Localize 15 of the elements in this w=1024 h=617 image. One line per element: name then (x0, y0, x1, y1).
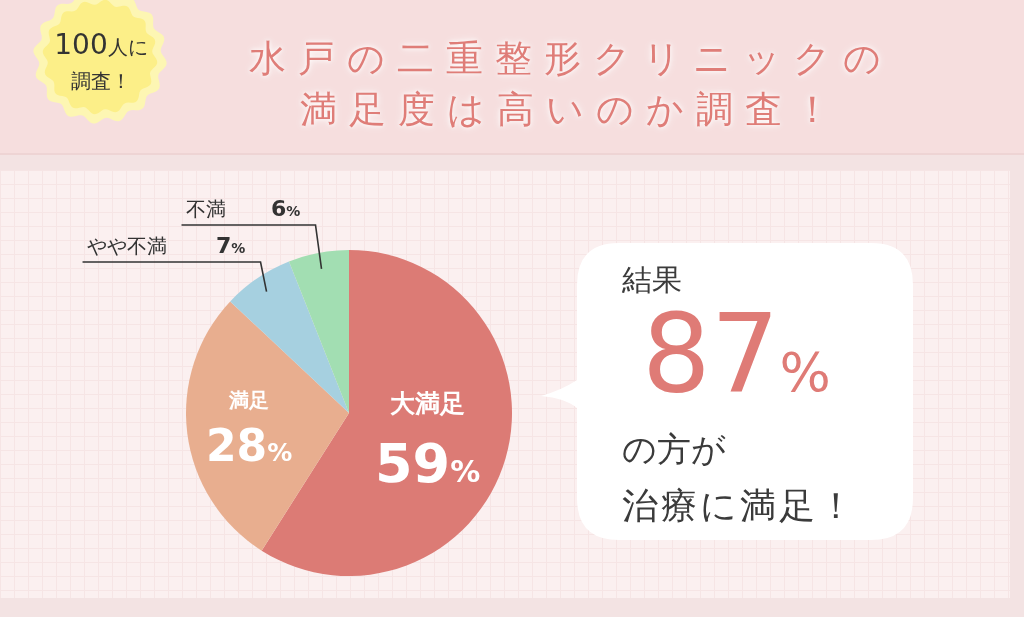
slice-label: 大満足 (390, 389, 465, 418)
text: 治療に満足！ (622, 485, 857, 526)
slice-label: 不満 (186, 197, 226, 221)
data-label: 7% (216, 233, 246, 258)
pie-slice (186, 301, 349, 551)
data-label: 59% (375, 432, 481, 495)
pie-slice (289, 250, 349, 413)
slice-label: 満足 (228, 388, 269, 412)
chart-title: 水戸の二重整形クリニックの満足度は高いのか調査！ (248, 36, 894, 133)
pie-slice (230, 261, 349, 413)
data-label: 6% (271, 196, 301, 221)
text: の方が (622, 429, 726, 469)
text: 100人に調査！ (54, 28, 148, 93)
slice-label: やや不満 (87, 234, 167, 258)
data-label: 28% (206, 420, 293, 471)
